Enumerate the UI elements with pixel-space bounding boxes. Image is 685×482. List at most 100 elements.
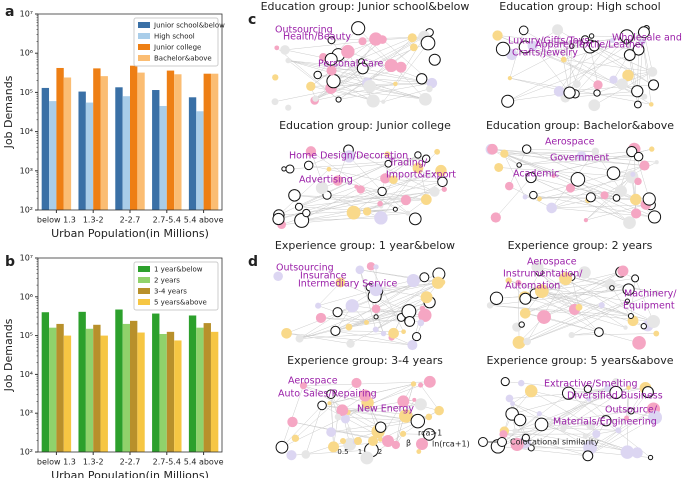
node	[396, 62, 407, 73]
node	[589, 34, 593, 38]
node	[546, 203, 557, 214]
node	[613, 195, 620, 202]
node	[520, 308, 531, 319]
node	[530, 191, 538, 199]
edge	[300, 334, 384, 339]
node	[594, 90, 600, 96]
x-axis-label: Urban Population(in Millions)	[51, 469, 209, 478]
node	[331, 326, 340, 335]
node	[610, 286, 614, 290]
bar	[137, 73, 144, 210]
node	[434, 149, 440, 155]
y-tick-label: 10²	[20, 448, 33, 457]
node	[356, 265, 365, 274]
legend-swatch	[138, 288, 150, 294]
node	[410, 43, 418, 51]
bar	[204, 323, 211, 452]
panel-label: a	[5, 4, 14, 20]
node	[341, 414, 350, 423]
node	[429, 187, 439, 197]
node	[624, 50, 635, 61]
node	[573, 80, 581, 88]
group-title: Experience group: 2 years	[508, 239, 653, 252]
bar	[159, 106, 166, 210]
x-tick-label: 1.3-2	[83, 216, 104, 225]
x-tick-label: 5.4 above	[184, 458, 224, 467]
node	[312, 95, 318, 101]
edge	[510, 78, 651, 104]
node-label: Auto Sales/Repairing	[278, 389, 377, 400]
node	[419, 93, 432, 106]
node	[491, 212, 501, 222]
node	[363, 80, 376, 93]
node-label: Import&Export	[386, 170, 456, 181]
node	[535, 418, 548, 431]
node	[501, 378, 509, 386]
node	[630, 194, 641, 205]
node	[537, 310, 551, 324]
legend-swatch	[138, 55, 150, 61]
node	[416, 449, 421, 454]
bar	[130, 321, 137, 452]
bar	[42, 88, 49, 210]
node	[537, 197, 542, 202]
y-tick-label: 10²	[20, 206, 33, 215]
node	[514, 414, 525, 425]
node	[519, 322, 524, 327]
y-axis-label: Job Demands	[2, 75, 15, 149]
bar	[115, 87, 122, 210]
legend-node	[354, 437, 362, 445]
edge	[518, 283, 519, 343]
legend-label: Junior college	[153, 44, 201, 52]
node	[393, 82, 398, 87]
node	[494, 163, 503, 172]
y-tick-label: 10⁶	[20, 49, 33, 58]
node	[287, 417, 297, 427]
bar	[64, 336, 71, 452]
node	[523, 195, 528, 200]
node	[273, 213, 284, 224]
node	[346, 299, 359, 312]
node	[333, 308, 342, 317]
group-title: Experience group: 5 years&above	[486, 354, 673, 367]
legend-size: 1	[358, 448, 362, 456]
node	[377, 201, 383, 207]
node	[347, 427, 351, 431]
y-tick-label: 10⁷	[20, 254, 33, 263]
node	[304, 161, 312, 169]
panel-label: b	[5, 254, 15, 270]
node	[623, 216, 636, 229]
node	[554, 86, 565, 97]
bar	[174, 74, 181, 210]
legend-swatch	[138, 22, 150, 28]
node	[327, 401, 331, 405]
node	[316, 313, 326, 323]
bar	[115, 310, 122, 452]
node	[373, 327, 379, 333]
node	[421, 36, 435, 50]
node-label: Aerospace	[288, 376, 338, 387]
node	[426, 414, 433, 421]
node	[505, 182, 513, 190]
group-title: Education group: High school	[499, 0, 660, 13]
node	[519, 26, 528, 35]
node	[502, 95, 514, 107]
node	[499, 430, 507, 438]
legend-beta: β	[406, 439, 411, 448]
node	[327, 167, 332, 172]
node	[296, 335, 304, 343]
node	[388, 328, 399, 339]
node	[421, 194, 432, 205]
node	[623, 325, 627, 329]
node	[354, 185, 358, 189]
legend-swatch	[138, 277, 150, 283]
node	[285, 58, 291, 64]
node	[648, 211, 660, 223]
legend-label: 5 years&above	[154, 299, 207, 307]
node	[588, 99, 600, 111]
bar	[174, 340, 181, 452]
group-title: Experience group: 1 year&below	[275, 239, 455, 252]
legend-label: 2 years	[154, 277, 180, 285]
bar	[196, 111, 203, 210]
